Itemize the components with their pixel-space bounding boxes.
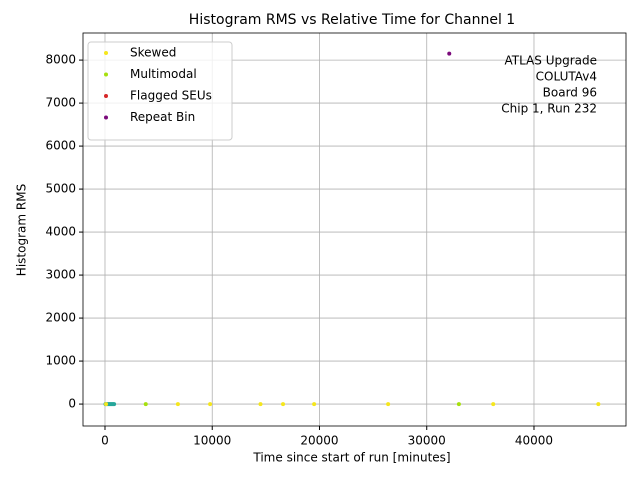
y-tick-label: 3000 xyxy=(45,268,76,282)
x-tick-label: 10000 xyxy=(193,434,231,448)
x-tick-label: 20000 xyxy=(300,434,338,448)
y-tick-label: 6000 xyxy=(45,139,76,153)
y-tick-label: 5000 xyxy=(45,182,76,196)
y-tick-label: 1000 xyxy=(45,354,76,368)
x-tick-label: 40000 xyxy=(515,434,553,448)
y-axis-label: Histogram RMS xyxy=(15,184,29,276)
y-tick-label: 4000 xyxy=(45,225,76,239)
point xyxy=(281,402,286,407)
y-tick-label: 8000 xyxy=(45,53,76,67)
legend-box xyxy=(87,41,233,141)
legend-label: Flagged SEUs xyxy=(130,89,212,103)
legend-marker xyxy=(104,94,108,98)
legend-label: Skewed xyxy=(130,46,176,60)
point xyxy=(596,402,601,407)
point xyxy=(447,51,452,56)
legend-marker xyxy=(104,72,108,77)
annotation: Chip 1, Run 232 xyxy=(501,102,597,116)
x-tick-label: 0 xyxy=(101,434,109,448)
point xyxy=(456,402,461,407)
legend-label: Repeat Bin xyxy=(130,110,195,124)
point xyxy=(175,402,180,407)
point xyxy=(312,402,317,407)
point xyxy=(104,402,109,407)
point xyxy=(258,402,263,407)
point xyxy=(386,402,391,407)
legend-marker xyxy=(104,51,108,55)
point xyxy=(143,402,148,407)
plot-frame xyxy=(82,32,627,427)
point xyxy=(208,402,213,407)
x-axis-label: Time since start of run [minutes] xyxy=(252,451,450,465)
chart-title: Histogram RMS vs Relative Time for Chann… xyxy=(189,12,515,28)
annotation: Board 96 xyxy=(543,86,597,100)
legend-label: Multimodal xyxy=(130,67,197,81)
y-tick-label: 7000 xyxy=(45,96,76,110)
annotation: ATLAS Upgrade xyxy=(504,54,597,68)
y-tick-label: 0 xyxy=(68,397,76,411)
legend-marker xyxy=(104,115,108,120)
point xyxy=(112,402,117,407)
x-tick-label: 30000 xyxy=(408,434,446,448)
point xyxy=(491,402,496,407)
annotation: COLUTAv4 xyxy=(536,70,597,84)
y-tick-label: 2000 xyxy=(45,311,76,325)
